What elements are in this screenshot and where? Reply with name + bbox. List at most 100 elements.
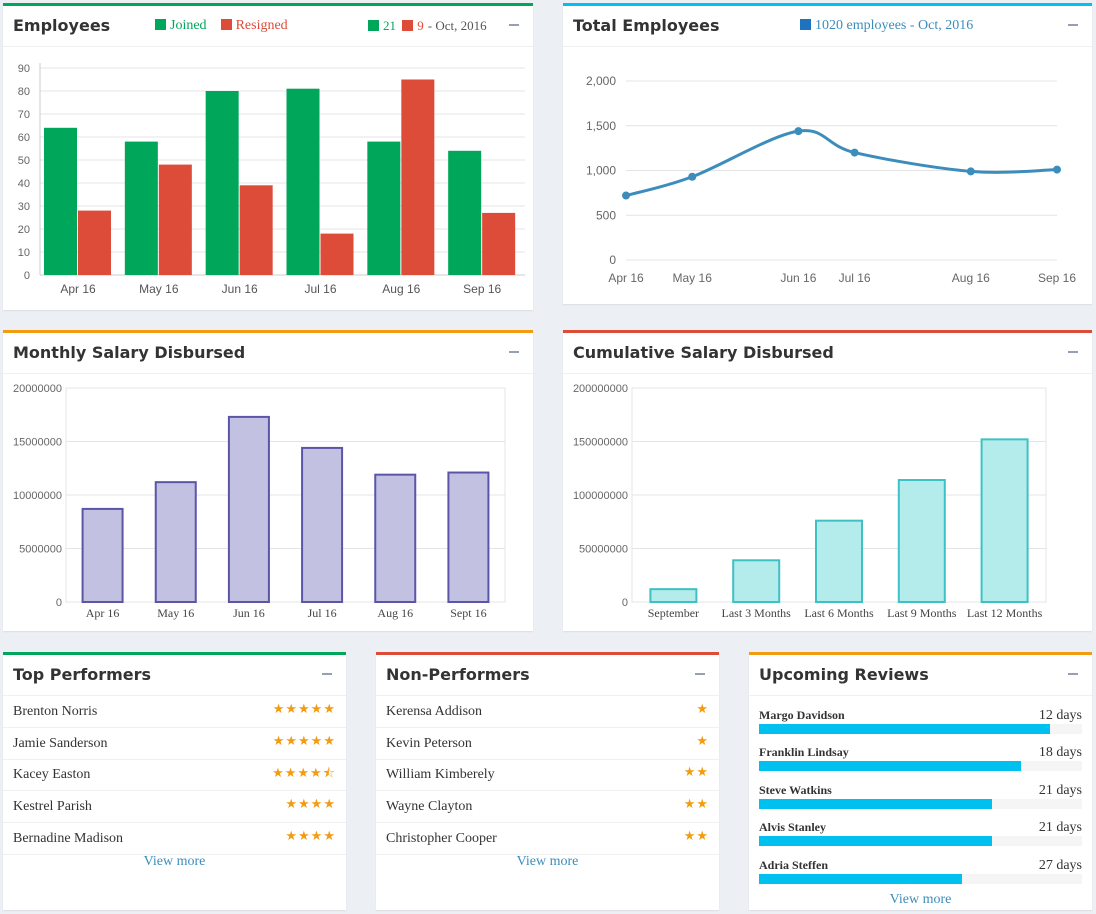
legend-item-resigned[interactable]: Resigned [220, 18, 288, 33]
panel-title: Monthly Salary Disbursed [13, 343, 246, 362]
x-tick-label: Jun 16 [780, 271, 816, 285]
y-tick-label: 30 [18, 201, 30, 213]
x-tick-label: Last 6 Months [804, 606, 874, 620]
x-tick-label: Apr 16 [60, 282, 96, 296]
chart-legend: Joined Resigned [155, 18, 288, 34]
bar [227, 415, 270, 603]
list-item[interactable]: Bernadine Madison ★★★★ [3, 823, 346, 855]
days-remaining: 27 days [1038, 857, 1082, 873]
progress-track [759, 836, 1082, 847]
y-tick-label: 2,000 [586, 74, 616, 88]
bar-resigned [401, 79, 435, 275]
bar-resigned [482, 212, 516, 275]
minus-icon [322, 673, 332, 675]
list-item[interactable]: Christopher Cooper ★★ [376, 823, 719, 855]
y-tick-label: 200000000 [573, 383, 628, 395]
joined-count: 21 [383, 18, 396, 33]
progress-track [759, 724, 1082, 734]
y-tick-label: 15000000 [13, 437, 62, 449]
x-tick-label: Aug 16 [382, 282, 420, 296]
x-tick-label: Apr 16 [86, 606, 120, 620]
data-point [794, 127, 803, 136]
x-tick-label: Last 9 Months [887, 606, 957, 620]
monthly-salary-panel: Monthly Salary Disbursed 0 5000000 1000000… [3, 330, 533, 631]
bar-resigned [158, 164, 192, 275]
monthly-salary-bar-chart: 0 5000000 10000000 15000000 20000000 Apr 16 Ma… [13, 383, 506, 620]
collapse-button[interactable] [501, 14, 527, 36]
collapse-button[interactable] [1060, 341, 1086, 363]
collapse-button[interactable] [501, 341, 527, 363]
data-point [622, 191, 630, 200]
list-item[interactable]: Jamie Sanderson ★★★★★ [3, 728, 346, 760]
panel-title: Total Employees [573, 16, 720, 35]
review-item[interactable]: Steve Watkins 21 days [759, 783, 1082, 819]
review-item[interactable]: Adria Steffen 27 days [759, 858, 1082, 894]
period-summary: 21 9- Oct, 2016 [368, 18, 487, 34]
progress-track [759, 798, 1082, 809]
y-tick-label: 1,500 [586, 119, 616, 133]
data-point [688, 172, 697, 181]
collapse-button[interactable] [1060, 663, 1086, 685]
star-rating-icon: ★★★★★ [272, 701, 336, 716]
minus-icon [1068, 351, 1078, 353]
y-tick-label: 20000000 [13, 383, 62, 395]
bar-joined [44, 127, 77, 275]
y-tick-label: 20 [18, 224, 30, 236]
y-tick-label: 70 [18, 109, 30, 121]
resigned-count: 9 [417, 18, 424, 33]
person-name: Kestrel Parish [13, 799, 92, 815]
review-item[interactable]: Franklin Lindsay 18 days [759, 745, 1082, 781]
panel-title: Top Performers [13, 665, 152, 684]
y-tick-label: 0 [622, 597, 628, 609]
bar-joined [448, 150, 482, 275]
joined-count-swatch [368, 20, 379, 31]
y-tick-label: 500 [596, 208, 616, 222]
x-tick-label: Last 3 Months [722, 606, 792, 620]
x-tick-label: Jun 16 [233, 606, 265, 620]
list-item[interactable]: Kestrel Parish ★★★★ [3, 791, 346, 824]
person-name: William Kimberely [386, 767, 495, 783]
x-tick-label: Aug 16 [952, 271, 990, 285]
y-tick-label: 1,000 [586, 164, 616, 178]
chart-legend[interactable]: 1020 employees - Oct, 2016 [800, 18, 973, 34]
list-item[interactable]: Kerensa Addison ★ [376, 696, 719, 728]
bar [374, 473, 417, 603]
panel-header: Cumulative Salary Disbursed [563, 333, 1092, 374]
cumulative-salary-panel: Cumulative Salary Disbursed 0 50000000 100… [563, 330, 1092, 631]
bar [980, 438, 1029, 603]
progress-bar [759, 798, 992, 809]
bar [815, 519, 863, 603]
list-item[interactable]: Kevin Peterson ★ [376, 728, 719, 760]
minus-icon [1068, 673, 1078, 675]
star-rating-icon: ★★★★★ [272, 732, 336, 748]
list-item[interactable]: Kacey Easton ★★★★⯪ [3, 759, 346, 792]
collapse-button[interactable] [1060, 14, 1086, 36]
total-employees-line-chart: 0 500 1,000 1,500 2,000 Apr 16 May 16 Jun 16 Jul… [586, 74, 1076, 285]
collapse-button[interactable] [687, 663, 713, 685]
y-tick-label: 40 [18, 178, 30, 190]
star-rating-icon: ★ [696, 732, 709, 748]
reviewee-name: Alvis Stanley [759, 820, 827, 835]
star-rating-icon: ★★ [683, 764, 709, 780]
view-more-link[interactable]: View more [889, 892, 952, 907]
review-item[interactable]: Alvis Stanley 21 days [759, 820, 1082, 856]
bar [897, 479, 946, 603]
x-tick-label: Sept 16 [450, 606, 486, 620]
panel-header: Total Employees 1020 employees - Oct, 20… [563, 6, 1092, 47]
list-item[interactable]: William Kimberely ★★ [376, 759, 719, 792]
review-item[interactable]: Margo Davidson 12 days [759, 708, 1082, 744]
series-line [625, 129, 1058, 198]
collapse-button[interactable] [314, 663, 340, 685]
panel-title: Upcoming Reviews [759, 665, 929, 684]
view-more-link[interactable]: View more [143, 854, 206, 869]
panel-header: Monthly Salary Disbursed [3, 333, 533, 374]
list-item[interactable]: Wayne Clayton ★★ [376, 791, 719, 824]
panel-title: Non-Performers [386, 665, 530, 684]
days-remaining: 18 days [1038, 745, 1082, 761]
legend-item-joined[interactable]: Joined [155, 18, 207, 33]
view-more-link[interactable]: View more [516, 854, 579, 869]
progress-bar [759, 761, 1021, 772]
y-tick-label: 10 [18, 247, 30, 259]
list-item[interactable]: Brenton Norris ★★★★★ [3, 696, 346, 728]
period-label: - Oct, 2016 [427, 18, 487, 33]
